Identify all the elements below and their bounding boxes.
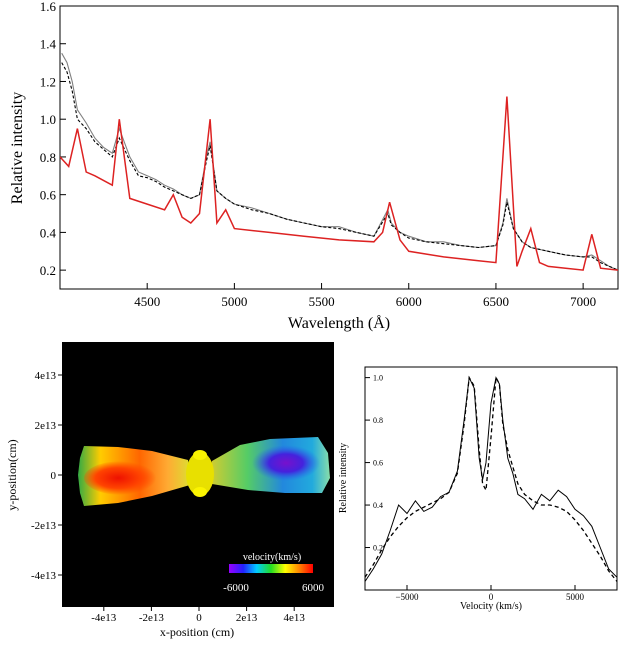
spectrum-x-tick-label: 4500 bbox=[134, 294, 160, 309]
spectrum-x-tick-label: 5500 bbox=[309, 294, 335, 309]
velocity-map-y-tick-label: -4e13 bbox=[31, 570, 57, 582]
line-profile-y-tick-label: 0.8 bbox=[373, 416, 383, 425]
line-profile-axes-frame bbox=[364, 366, 618, 591]
observed-spectrum-line bbox=[61, 52, 618, 271]
colorbar-min-label: -6000 bbox=[223, 582, 249, 594]
line-profile-y-tick-label: 0.6 bbox=[373, 459, 383, 468]
left-lobe-core bbox=[84, 461, 160, 495]
spectrum-y-axis-label: Relative intensity bbox=[9, 92, 26, 204]
spectrum-panel: 4500 5000 5500 6000 6500 7000 0.2 0.4 0.6 0.8 1.0… bbox=[9, 0, 619, 332]
velocity-map-y-ticks: 4e13 2e13 0 -2e13 -4e13 bbox=[31, 370, 62, 582]
spectrum-y-ticks: 0.2 0.4 0.6 0.8 1.0 1.2 1.4 1.6 bbox=[40, 0, 66, 278]
velocity-map-x-tick-label: 2e13 bbox=[236, 612, 258, 624]
velocity-map-x-tick-label: -4e13 bbox=[91, 612, 117, 624]
line-profile-y-ticks: 0.2 0.4 0.6 0.8 1.0 bbox=[365, 374, 383, 553]
line-profile-panel: −5000 0 5000 0.2 0.4 0.6 0.8 1.0 Velocity (km/… bbox=[338, 366, 618, 612]
colorbar-max-label: 6000 bbox=[302, 582, 325, 594]
line-profile-x-tick-label: −5000 bbox=[395, 592, 419, 602]
line-profile-series bbox=[365, 375, 617, 582]
line-profile-y-tick-label: 0.4 bbox=[373, 501, 383, 510]
velocity-map-x-tick-label: -2e13 bbox=[139, 612, 165, 624]
right-lobe-core bbox=[252, 445, 320, 481]
velocity-map-y-tick-label: 0 bbox=[51, 470, 57, 482]
line-profile-x-tick-label: 5000 bbox=[566, 592, 585, 602]
velocity-map-panel: -4e13 -2e13 0 2e13 4e13 4e132e130-2e13-4e13 … bbox=[5, 342, 334, 639]
smoothed-spectrum-line bbox=[61, 62, 618, 271]
model-spectrum-line bbox=[60, 96, 618, 271]
spectrum-x-tick-label: 7000 bbox=[570, 294, 596, 309]
spectrum-y-tick-label: 0.2 bbox=[40, 263, 56, 278]
model-profile-line bbox=[365, 375, 617, 582]
line-profile-y-axis-label: Relative intensity bbox=[338, 443, 349, 513]
colorbar-label: velocity(km/s) bbox=[243, 552, 301, 563]
spectrum-x-ticks: 4500 5000 5500 6000 6500 7000 bbox=[134, 283, 596, 309]
spectrum-y-tick-label: 1.2 bbox=[40, 74, 56, 89]
colorbar bbox=[229, 564, 313, 573]
velocity-map-x-ticks: -4e13 -2e13 0 2e13 4e13 bbox=[91, 607, 305, 624]
central-torus-top-blob bbox=[193, 450, 207, 460]
spectrum-y-tick-label: 1.4 bbox=[40, 37, 57, 52]
spectrum-y-tick-label: 1.0 bbox=[40, 112, 56, 127]
velocity-map-x-axis-label: x-position (cm) bbox=[160, 625, 234, 639]
spectrum-y-tick-label: 0.8 bbox=[40, 150, 56, 165]
velocity-map-y-tick-label: 4e13 bbox=[35, 370, 57, 382]
line-profile-x-axis-label: Velocity (km/s) bbox=[460, 601, 522, 612]
line-profile-x-tick-label: 0 bbox=[489, 592, 494, 602]
spectrum-y-tick-label: 1.6 bbox=[40, 0, 57, 14]
velocity-map-x-tick-label: 4e13 bbox=[284, 612, 306, 624]
spectrum-axes-frame bbox=[59, 5, 619, 290]
velocity-map-y-tick-label: -2e13 bbox=[31, 520, 57, 532]
line-profile-x-ticks: −5000 0 5000 bbox=[395, 585, 585, 602]
observed-profile-line bbox=[365, 375, 617, 582]
spectrum-y-tick-label: 0.4 bbox=[40, 225, 57, 240]
line-profile-y-tick-label: 1.0 bbox=[373, 374, 383, 383]
spectrum-x-tick-label: 6000 bbox=[396, 294, 422, 309]
spectrum-y-tick-label: 0.6 bbox=[40, 188, 57, 203]
line-profile-y-tick-label: 0.2 bbox=[373, 544, 383, 553]
spectrum-x-axis-label: Wavelength (Å) bbox=[288, 314, 390, 332]
velocity-map-x-tick-label: 0 bbox=[196, 612, 202, 624]
velocity-map-y-axis-label: y-position(cm) bbox=[5, 439, 19, 510]
spectrum-x-tick-label: 5000 bbox=[221, 294, 247, 309]
spectrum-series bbox=[60, 52, 618, 271]
velocity-map-y-tick-label: 2e13 bbox=[35, 420, 57, 432]
central-torus-bottom-blob bbox=[193, 487, 207, 497]
central-torus bbox=[186, 452, 214, 496]
spectrum-x-tick-label: 6500 bbox=[483, 294, 509, 309]
